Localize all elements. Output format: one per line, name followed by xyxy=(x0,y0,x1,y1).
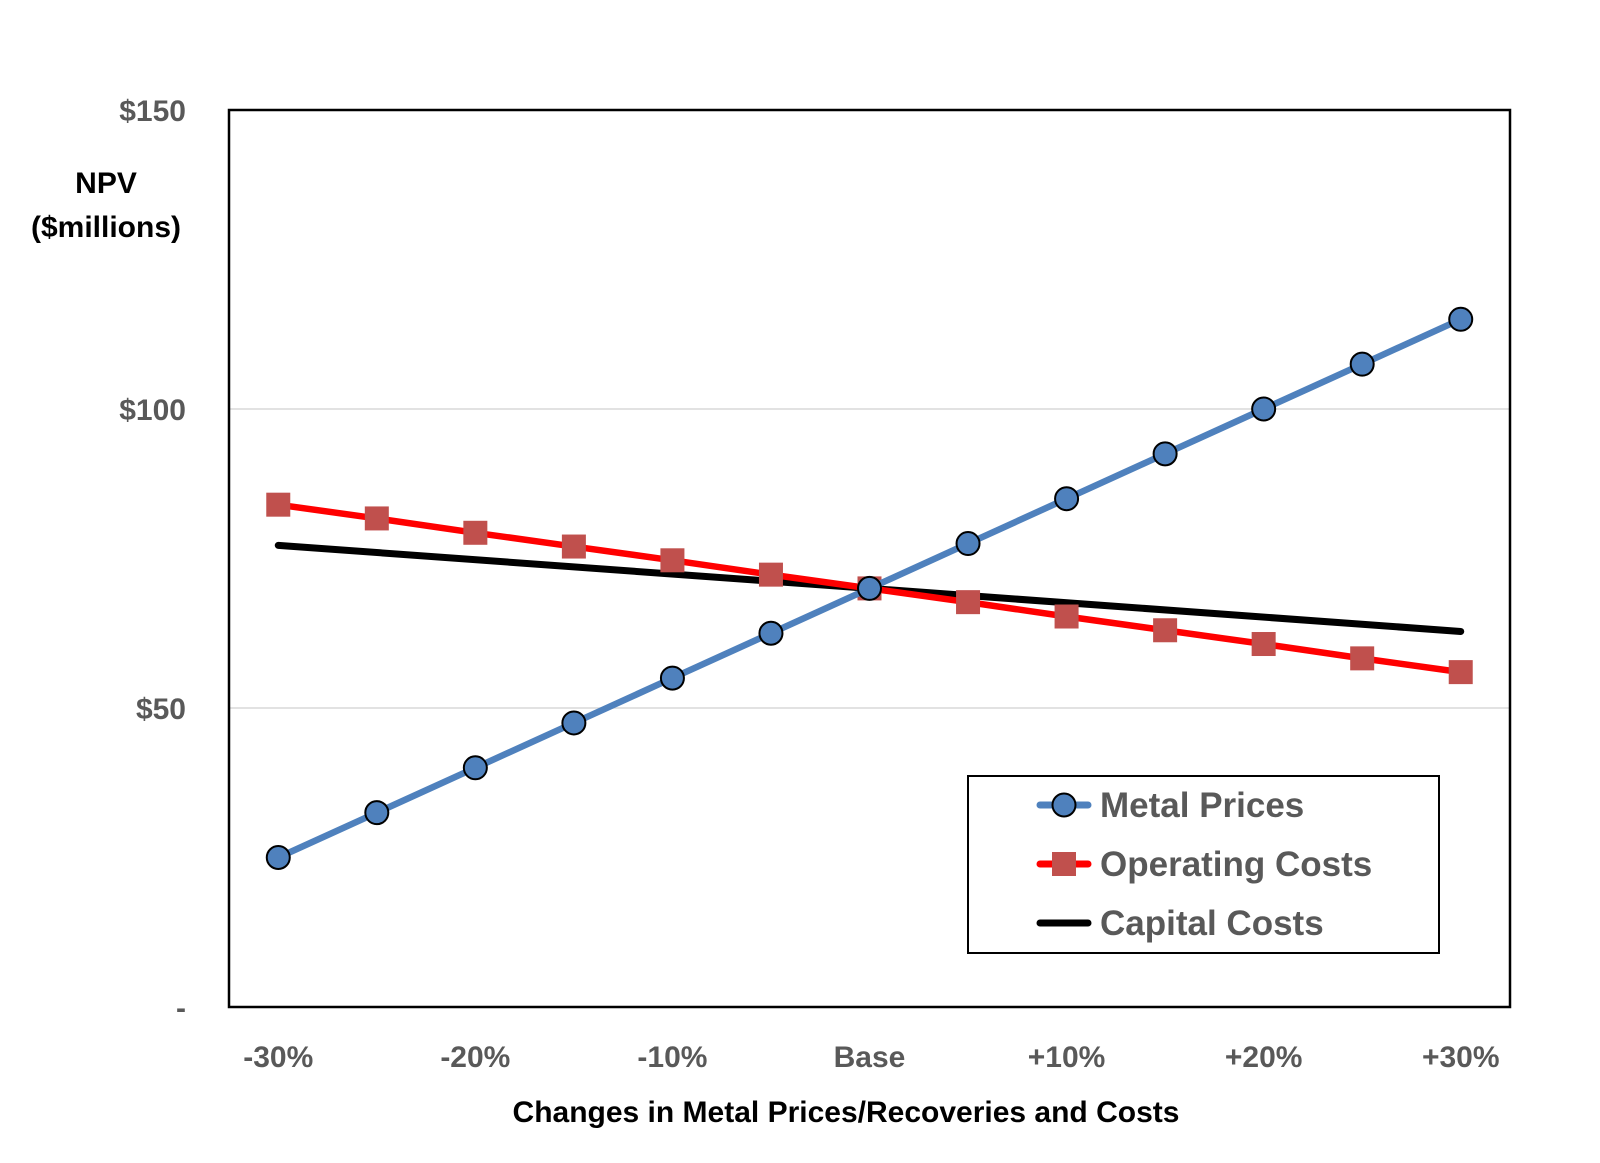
legend-label: Capital Costs xyxy=(1100,904,1324,943)
data-point xyxy=(758,620,784,646)
y-tick-label: - xyxy=(176,992,186,1025)
legend: Metal Prices Operating Costs Capital Costs xyxy=(967,775,1440,954)
data-point xyxy=(364,800,390,826)
x-tick-label: +10% xyxy=(1028,1041,1106,1074)
y-tick-label: $100 xyxy=(119,394,186,427)
data-point xyxy=(660,548,685,573)
data-point xyxy=(462,755,488,781)
legend-entry: Capital Costs xyxy=(1036,904,1324,943)
data-point xyxy=(1349,351,1375,377)
data-point xyxy=(1251,396,1277,422)
x-axis-ticks: -30% -20% -10% Base +10% +20% +30% xyxy=(243,1041,1499,1074)
data-point xyxy=(1350,646,1375,671)
series-layer xyxy=(265,306,1474,870)
data-point xyxy=(463,520,488,545)
y-axis-ticks: - $50 $100 $150 xyxy=(119,95,186,1025)
x-tick-label: +20% xyxy=(1225,1041,1303,1074)
data-point xyxy=(1153,618,1178,643)
plot-area-border xyxy=(227,108,1512,1009)
x-tick-label: Base xyxy=(834,1041,906,1074)
legend-marker xyxy=(1051,792,1077,818)
x-tick-label: +30% xyxy=(1422,1041,1500,1074)
data-point xyxy=(1448,306,1474,332)
data-point xyxy=(659,665,685,691)
data-point xyxy=(1152,441,1178,467)
y-axis-title-line1: NPV xyxy=(75,167,137,200)
data-point xyxy=(956,590,981,615)
legend-marker xyxy=(1052,852,1076,876)
data-point xyxy=(857,575,882,601)
x-tick-label: -30% xyxy=(243,1041,313,1074)
legend-entry: Metal Prices xyxy=(1036,786,1304,825)
data-point xyxy=(265,845,291,870)
data-point xyxy=(266,492,291,517)
data-point xyxy=(1054,486,1080,512)
legend-label: Operating Costs xyxy=(1100,845,1372,884)
y-axis-title-line2: ($millions) xyxy=(31,211,181,244)
data-point xyxy=(1448,660,1473,685)
data-point xyxy=(364,506,389,531)
data-point xyxy=(758,562,783,587)
legend-label: Metal Prices xyxy=(1100,786,1304,825)
x-tick-label: -20% xyxy=(440,1041,510,1074)
data-point xyxy=(1251,632,1276,657)
gridlines xyxy=(229,408,1510,709)
x-axis-title: Changes in Metal Prices/Recoveries and C… xyxy=(513,1096,1180,1129)
legend-entry: Operating Costs xyxy=(1036,845,1372,884)
series-metal-prices xyxy=(265,306,1474,870)
y-tick-label: $50 xyxy=(136,693,186,726)
y-tick-label: $150 xyxy=(119,95,186,128)
x-tick-label: -10% xyxy=(637,1041,707,1074)
data-point xyxy=(561,534,586,559)
data-point xyxy=(1054,604,1079,629)
data-point xyxy=(955,531,981,557)
data-point xyxy=(561,710,587,736)
